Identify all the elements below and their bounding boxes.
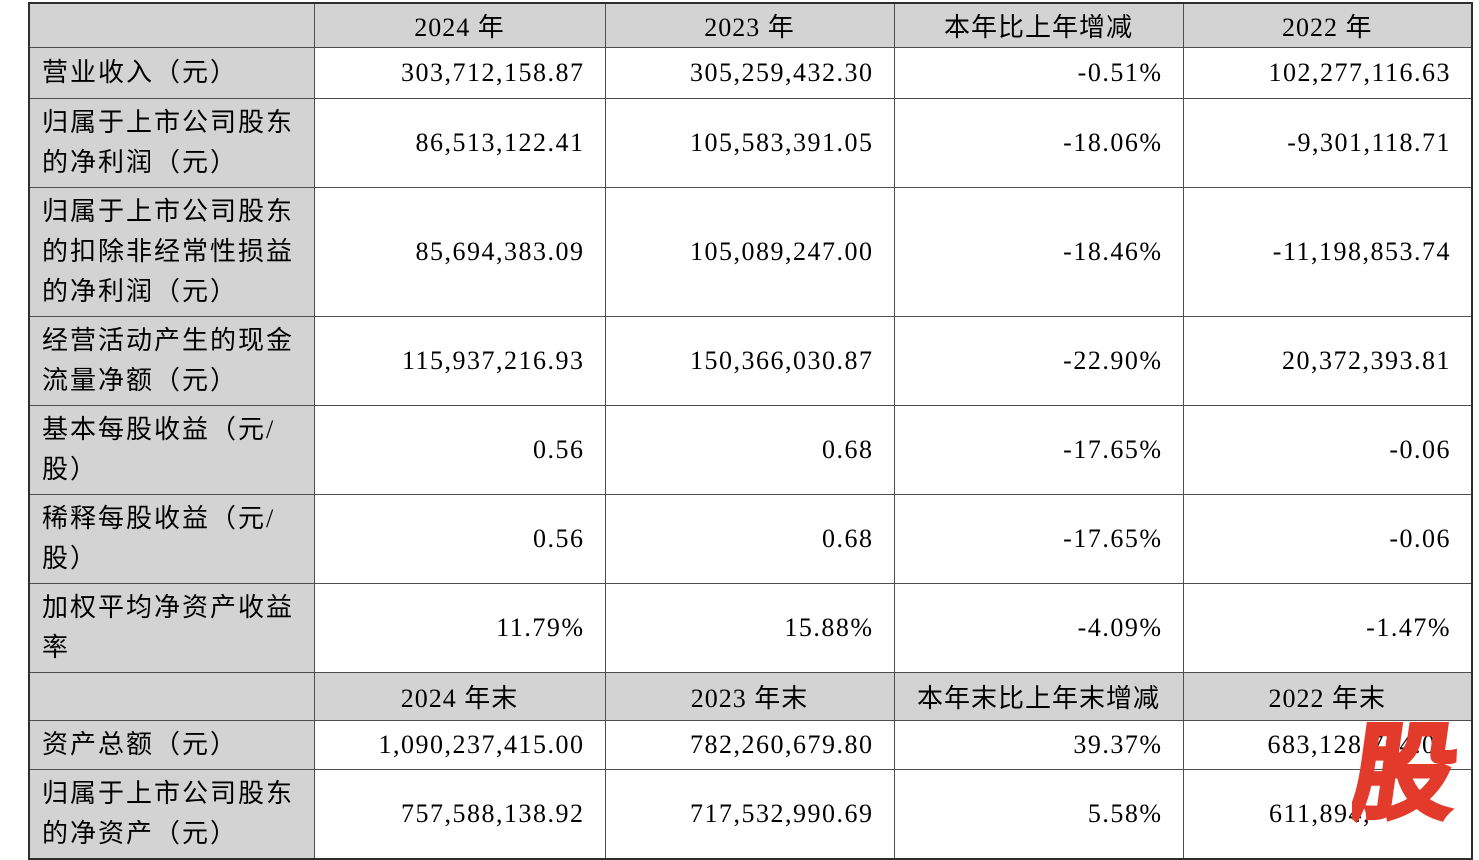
value-cell: 0.68 [604, 404, 895, 495]
value-cell: 150,366,030.87 [604, 315, 895, 406]
column-header-2023: 2023 年 [604, 2, 895, 48]
value-cell: 683,128,704.01 [1182, 719, 1473, 770]
value-cell: 86,513,122.41 [313, 97, 606, 188]
value-cell: 20,372,393.81 [1182, 315, 1473, 406]
value-cell: -4.09% [893, 582, 1184, 673]
table-row-net-profit-excl-nonrecurring: 归属于上市公司股东的扣除非经常性损益的净利润（元） 85,694,383.09 … [28, 186, 1473, 317]
value-cell: -0.06 [1182, 493, 1473, 584]
value-cell: 11.79% [313, 582, 606, 673]
column-header-row: 2024 年 2023 年 本年比上年增减 2022 年 [28, 2, 1473, 48]
column-header-yearend-change: 本年末比上年末增减 [893, 671, 1184, 721]
value-cell: 0.56 [313, 493, 606, 584]
table-row-net-profit: 归属于上市公司股东的净利润（元） 86,513,122.41 105,583,3… [28, 97, 1473, 188]
value-cell: 5.58% [893, 768, 1184, 859]
value-cell: 85,694,383.09 [313, 186, 606, 317]
corner-cell [28, 671, 315, 721]
row-label-cell: 归属于上市公司股东的扣除非经常性损益的净利润（元） [28, 186, 315, 317]
value-cell: -9,301,118.71 [1182, 97, 1473, 188]
row-label-cell: 经营活动产生的现金流量净额（元） [28, 315, 315, 406]
value-cell: -11,198,853.74 [1182, 186, 1473, 317]
row-label-cell: 归属于上市公司股东的净资产（元） [28, 768, 315, 859]
value-cell: 757,588,138.92 [313, 768, 606, 859]
value-cell: 305,259,432.30 [604, 46, 895, 99]
column-header-2022-yearend: 2022 年末 [1182, 671, 1473, 721]
value-cell: 717,532,990.69 [604, 768, 895, 859]
row-label-cell: 资产总额（元） [28, 719, 315, 770]
value-cell: 102,277,116.63 [1182, 46, 1473, 99]
column-header-row-yearend: 2024 年末 2023 年末 本年末比上年末增减 2022 年末 [28, 671, 1473, 721]
column-header-2024: 2024 年 [313, 2, 606, 48]
report-page: { "colors": { "header_bg": "#d3d3d3", "l… [28, 2, 1473, 860]
table-row-diluted-eps: 稀释每股收益（元/股） 0.56 0.68 -17.65% -0.06 [28, 493, 1473, 584]
value-cell: 0.56 [313, 404, 606, 495]
value-cell-obscured: 611,894, [1182, 768, 1473, 859]
value-cell: -1.47% [1182, 582, 1473, 673]
value-cell: -0.06 [1182, 404, 1473, 495]
value-cell: 39.37% [893, 719, 1184, 770]
row-label-cell: 基本每股收益（元/股） [28, 404, 315, 495]
value-cell: -17.65% [893, 404, 1184, 495]
row-label-cell: 加权平均净资产收益率 [28, 582, 315, 673]
value-cell: 105,089,247.00 [604, 186, 895, 317]
value-cell: 0.68 [604, 493, 895, 584]
value-cell: -22.90% [893, 315, 1184, 406]
column-header-2023-yearend: 2023 年末 [604, 671, 895, 721]
value-cell: 15.88% [604, 582, 895, 673]
value-cell: -17.65% [893, 493, 1184, 584]
value-cell: -0.51% [893, 46, 1184, 99]
value-cell: 782,260,679.80 [604, 719, 895, 770]
value-cell: 105,583,391.05 [604, 97, 895, 188]
financial-summary-table: 2024 年 2023 年 本年比上年增减 2022 年 营业收入（元） 303… [28, 2, 1473, 860]
column-header-2022: 2022 年 [1182, 2, 1473, 48]
row-label-cell: 归属于上市公司股东的净利润（元） [28, 97, 315, 188]
table-row-weighted-avg-roe: 加权平均净资产收益率 11.79% 15.88% -4.09% -1.47% [28, 582, 1473, 673]
value-cell: 115,937,216.93 [313, 315, 606, 406]
value-cell: 303,712,158.87 [313, 46, 606, 99]
corner-cell [28, 2, 315, 48]
column-header-2024-yearend: 2024 年末 [313, 671, 606, 721]
table-row-total-assets: 资产总额（元） 1,090,237,415.00 782,260,679.80 … [28, 719, 1473, 770]
value-cell: -18.06% [893, 97, 1184, 188]
value-cell: -18.46% [893, 186, 1184, 317]
table-row-operating-cash-flow: 经营活动产生的现金流量净额（元） 115,937,216.93 150,366,… [28, 315, 1473, 406]
table-row-revenue: 营业收入（元） 303,712,158.87 305,259,432.30 -0… [28, 46, 1473, 99]
table-row-basic-eps: 基本每股收益（元/股） 0.56 0.68 -17.65% -0.06 [28, 404, 1473, 495]
row-label-cell: 稀释每股收益（元/股） [28, 493, 315, 584]
value-cell: 1,090,237,415.00 [313, 719, 606, 770]
column-header-yoy-change: 本年比上年增减 [893, 2, 1184, 48]
row-label-cell: 营业收入（元） [28, 46, 315, 99]
table-row-net-assets: 归属于上市公司股东的净资产（元） 757,588,138.92 717,532,… [28, 768, 1473, 859]
